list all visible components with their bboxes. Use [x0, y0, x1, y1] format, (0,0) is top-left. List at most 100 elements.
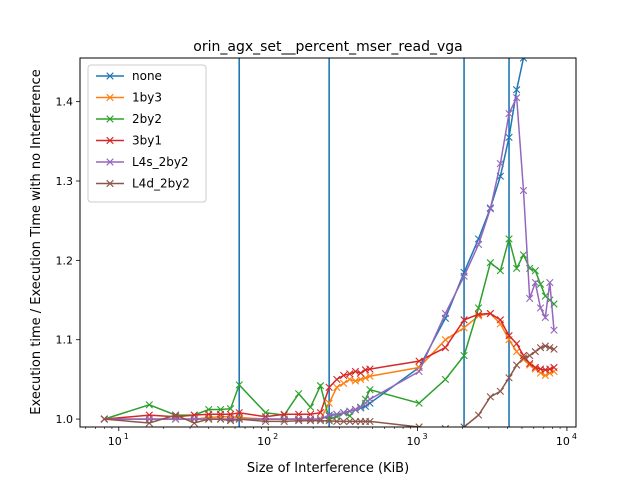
data-point [333, 410, 341, 418]
legend-item-1by3: 1by3 [96, 91, 162, 105]
x-axis-label: Size of Interference (KiB) [247, 461, 409, 476]
data-point [280, 417, 288, 426]
data-point [486, 205, 495, 213]
data-point [546, 365, 554, 373]
data-point [460, 316, 468, 324]
data-point [294, 389, 303, 398]
y-tick-label: 1.0 [56, 413, 74, 426]
data-point [460, 423, 468, 427]
data-point [525, 361, 534, 369]
data-point [366, 395, 374, 403]
legend-marker [106, 158, 114, 166]
x-tick-label: 10 [556, 435, 570, 448]
data-point [546, 343, 554, 352]
data-point [226, 416, 235, 425]
chart-title: orin_agx_set__percent_mser_read_vga [193, 39, 462, 55]
data-point [346, 407, 354, 415]
legend-marker [106, 93, 114, 102]
data-point [505, 235, 513, 243]
data-point [339, 417, 348, 426]
legend-marker [106, 72, 114, 80]
data-point [333, 383, 341, 392]
data-point [356, 369, 365, 377]
y-tick-label: 1.1 [56, 334, 74, 347]
data-point [531, 363, 540, 372]
data-point [441, 375, 450, 384]
x-tick-exponent: 1 [124, 432, 129, 441]
data-point [486, 309, 495, 318]
data-point [519, 58, 528, 62]
data-point [261, 417, 270, 426]
data-point [541, 313, 550, 322]
data-point [306, 416, 315, 425]
data-point [512, 93, 521, 102]
data-point [351, 417, 360, 426]
data-point [550, 363, 558, 372]
data-point [346, 375, 354, 384]
data-point [325, 399, 333, 407]
data-point [205, 415, 213, 423]
y-tick-label: 1.4 [56, 96, 74, 109]
data-point [325, 383, 333, 392]
data-point [512, 264, 521, 272]
legend-label: L4s_2by2 [132, 155, 189, 169]
legend-label: 1by3 [132, 91, 162, 105]
data-point [474, 304, 483, 312]
data-point [235, 409, 243, 417]
legend: none 1by3 2by2 3by1 L4s_2by2 L4d_2by2 [87, 64, 207, 203]
data-point [441, 424, 450, 427]
x-axis-ticks: 10 1 10 2 10 3 10 4 [85, 427, 577, 448]
reference-lines [238, 58, 510, 427]
legend-item-2by2: 2by2 [96, 112, 162, 126]
data-point [235, 415, 243, 423]
y-axis-label: Execution time / Execution Time with no … [29, 69, 44, 414]
data-point [531, 347, 540, 356]
data-point [536, 280, 545, 288]
data-point [171, 411, 180, 419]
data-point [333, 417, 341, 426]
data-point [145, 419, 153, 427]
data-point [496, 266, 505, 275]
data-point [316, 416, 325, 425]
data-point [325, 411, 333, 419]
data-point [366, 386, 374, 394]
data-point [512, 86, 521, 94]
data-point [474, 240, 483, 249]
x-tick-label: 10 [108, 435, 122, 448]
data-point [441, 343, 450, 352]
x-tick-label: 10 [407, 435, 421, 448]
legend-item-none: none [96, 69, 162, 83]
data-point [366, 372, 374, 380]
data-point [512, 361, 521, 369]
data-point [306, 403, 315, 411]
data-point [460, 272, 468, 280]
data-point [366, 417, 374, 426]
data-point [531, 266, 540, 275]
data-point [505, 109, 513, 118]
y-tick-label: 1.3 [56, 175, 74, 188]
data-point [415, 357, 423, 365]
data-point [525, 351, 534, 360]
legend-label: 2by2 [132, 112, 162, 126]
data-point [316, 409, 325, 417]
data-point [145, 401, 153, 409]
data-point [339, 409, 348, 417]
data-point [519, 354, 528, 362]
y-axis-ticks: 1.0 1.1 1.2 1.3 1.4 [56, 96, 80, 426]
data-point [415, 399, 423, 407]
data-point [460, 351, 468, 360]
data-point [536, 304, 545, 312]
data-point [325, 416, 333, 425]
legend-label: 3by1 [132, 134, 162, 148]
data-point [550, 326, 558, 334]
data-point [512, 347, 521, 356]
data-point [226, 405, 235, 413]
data-point [441, 309, 450, 318]
legend-marker [106, 136, 114, 145]
data-point [460, 324, 468, 332]
x-tick-exponent: 3 [423, 432, 428, 441]
data-point [474, 411, 483, 419]
data-point [505, 133, 513, 142]
data-point [356, 375, 365, 384]
